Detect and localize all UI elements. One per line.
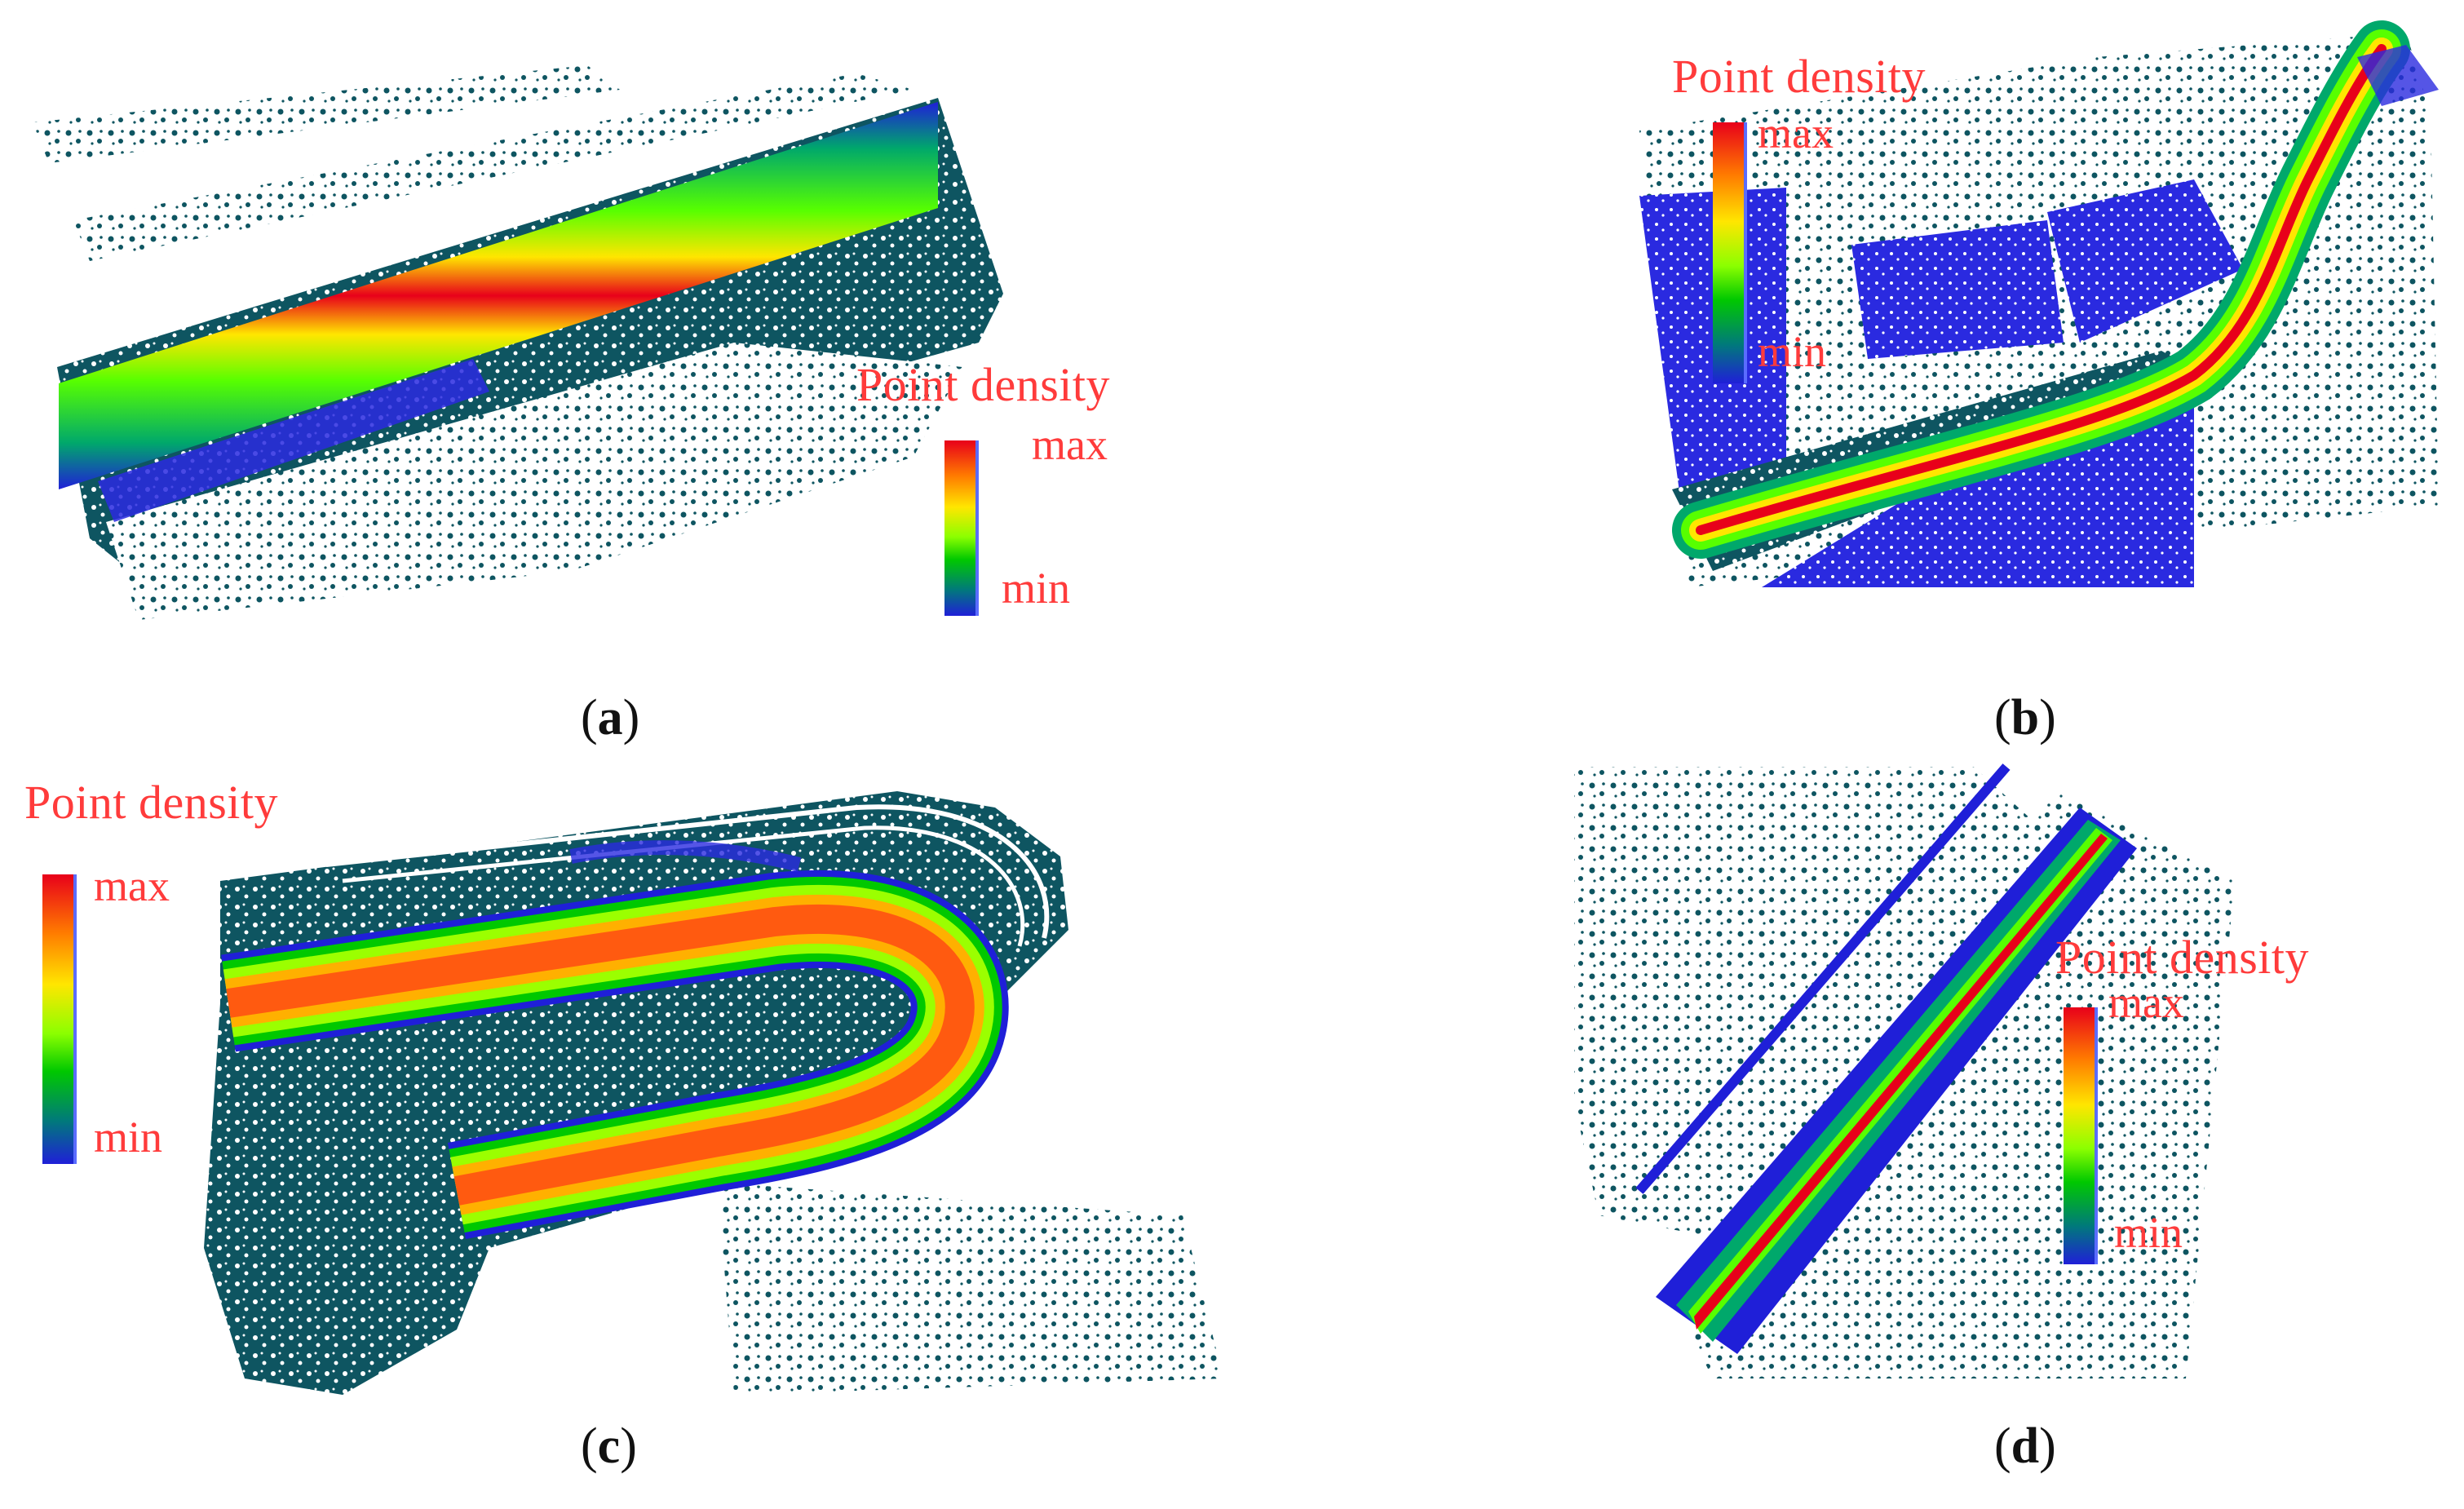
panel-a: Point density max min (a) (0, 0, 1232, 759)
legend-min-d: min (2114, 1208, 2183, 1257)
legend-title-a: Point density (856, 358, 1111, 411)
caption-letter-a: a (597, 690, 623, 746)
panel-d: Point density max min (d) (1566, 759, 2464, 1509)
point-cloud-c (204, 791, 1223, 1395)
caption-a: (a) (581, 690, 640, 746)
legend-max-b: max (1758, 108, 1834, 157)
colorbar-d (2064, 1007, 2098, 1264)
legend-min-a: min (1002, 564, 1071, 613)
legend-max-d: max (2108, 978, 2184, 1027)
point-cloud-a (33, 65, 1003, 620)
caption-d: (d) (1994, 1418, 2056, 1474)
colorbar-a (944, 440, 979, 616)
legend-title-d: Point density (2055, 931, 2310, 984)
legend-title-c: Point density (24, 776, 279, 829)
panel-c: Point density max min (c) (0, 759, 1232, 1509)
caption-letter-d: d (2011, 1418, 2040, 1474)
caption-c: (c) (581, 1418, 637, 1474)
colorbar-c (42, 874, 77, 1164)
legend-title-b: Point density (1672, 50, 1927, 103)
caption-b: (b) (1994, 690, 2056, 746)
point-cloud-d (1574, 763, 2235, 1378)
panel-b: Point density max min (b) (1623, 0, 2464, 759)
point-cloud-b (1639, 20, 2439, 587)
caption-letter-b: b (2011, 690, 2040, 746)
legend-min-c: min (94, 1113, 163, 1162)
legend-max-a: max (1032, 420, 1108, 469)
legend-max-c: max (94, 861, 170, 910)
caption-letter-c: c (597, 1418, 621, 1474)
colorbar-b (1713, 122, 1747, 383)
legend-min-b: min (1758, 327, 1827, 376)
